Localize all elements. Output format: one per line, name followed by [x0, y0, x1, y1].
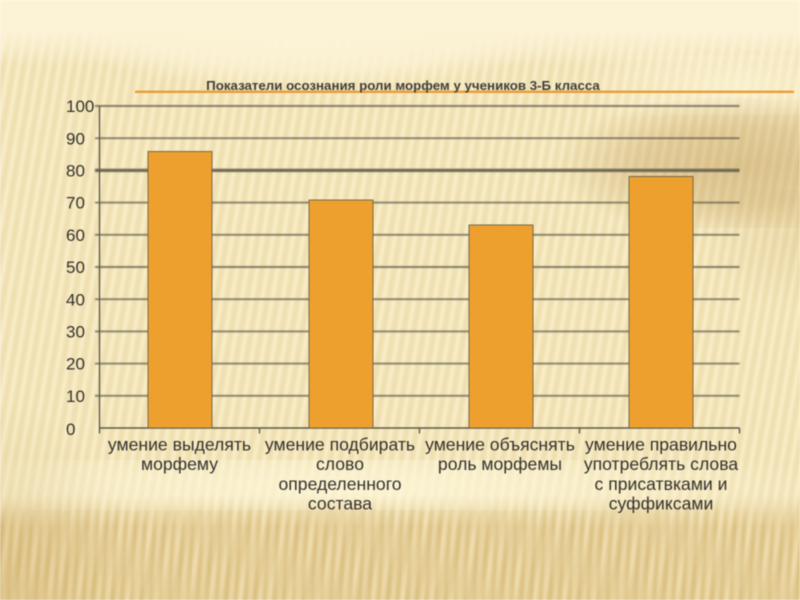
svg-text:50: 50 — [66, 258, 85, 277]
svg-text:10: 10 — [66, 387, 85, 406]
svg-text:с присатвками и: с присатвками и — [595, 474, 728, 494]
svg-text:состава: состава — [308, 494, 372, 514]
svg-text:70: 70 — [66, 194, 85, 213]
svg-text:умение правильно: умение правильно — [585, 434, 737, 454]
svg-text:умение подбирать: умение подбирать — [265, 434, 415, 454]
svg-text:суффиксами: суффиксами — [609, 494, 714, 514]
svg-text:20: 20 — [66, 355, 85, 374]
svg-text:80: 80 — [66, 162, 85, 181]
svg-text:0: 0 — [66, 420, 75, 439]
svg-text:умение объяснять: умение объяснять — [425, 434, 575, 454]
svg-text:употреблять слова: употреблять слова — [584, 454, 739, 474]
svg-text:60: 60 — [66, 226, 85, 245]
svg-text:умение выделять: умение выделять — [108, 434, 251, 454]
svg-text:30: 30 — [66, 323, 85, 342]
svg-text:40: 40 — [66, 290, 85, 309]
svg-text:определенного: определенного — [278, 474, 401, 494]
svg-text:роль морфемы: роль морфемы — [438, 454, 562, 474]
svg-text:100: 100 — [66, 97, 94, 116]
svg-text:Показатели осознания роли морф: Показатели осознания роли морфем у учени… — [206, 78, 600, 93]
svg-text:слово: слово — [316, 454, 364, 474]
svg-text:морфему: морфему — [141, 454, 218, 474]
svg-text:90: 90 — [66, 129, 85, 148]
